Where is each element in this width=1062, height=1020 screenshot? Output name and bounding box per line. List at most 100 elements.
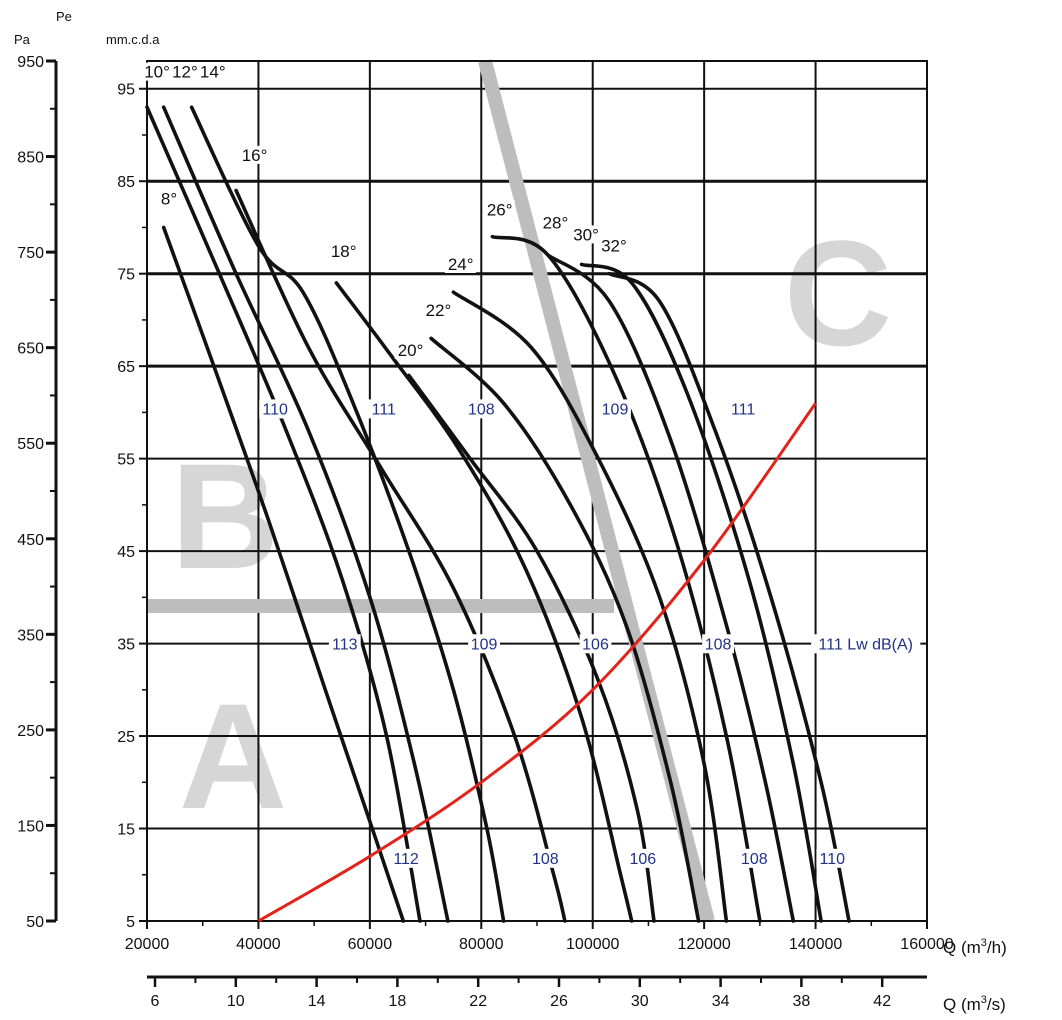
x-axis-title-m3s-sup: 3 [981, 994, 987, 1006]
lw-label-bg [529, 848, 562, 868]
angle-label: 28° [543, 213, 569, 232]
pa-tick-label: 650 [17, 341, 44, 358]
x-tick-label-m3h: 120000 [677, 936, 730, 953]
lw-label: 108 [705, 636, 732, 653]
region-letter-b: B [171, 432, 279, 600]
lw-label-bg [626, 848, 659, 868]
x-axis-title-m3h-sup: 3 [981, 937, 987, 949]
pa-tick-label: 850 [17, 150, 44, 167]
x-tick-label-m3h: 40000 [236, 936, 281, 953]
x-tick-label-m3s: 6 [151, 993, 160, 1010]
y-tick-label-mm: 45 [117, 544, 135, 561]
angle-label: 18° [331, 242, 357, 261]
angle-label: 32° [601, 236, 627, 255]
pa-tick-label: 950 [17, 54, 44, 71]
lw-label-bg [465, 399, 498, 419]
lw-label-bg [816, 848, 849, 868]
angle-label: 14° [200, 63, 226, 82]
y-tick-label-mm: 55 [117, 452, 135, 469]
y-tick-label-mm: 35 [117, 637, 135, 654]
y-tick-label-mm: 75 [117, 267, 135, 284]
x-axis-title-m3h-suffix: /h) [987, 938, 1007, 957]
y-axis-mm: 5 15 25 35 45 55 65 75 85 95 [117, 82, 147, 931]
angle-label-bg [394, 340, 426, 359]
lw-label: 110 [262, 401, 288, 418]
x-axis-title-m3s-prefix: Q (m [943, 995, 981, 1014]
region-letter-a: A [179, 672, 287, 840]
lw-label-bg [390, 848, 422, 868]
angle-label-bg [327, 242, 359, 261]
angle-label-bg [196, 62, 228, 81]
angle-label: 16° [242, 146, 268, 165]
lw-label-bg [738, 848, 771, 868]
angle-label: 12° [172, 63, 198, 82]
x-axis-m3h: 20000 40000 60000 80000 100000 120000 140000 16… [125, 921, 1007, 957]
lw-label-bg [702, 634, 734, 654]
x-tick-label-m3s: 38 [793, 993, 811, 1010]
angle-label-bg [483, 200, 515, 219]
lw-label: 108 [741, 851, 768, 868]
lw-label-bg [468, 634, 500, 654]
lw-label-bg [367, 399, 400, 419]
lw-label-bg [579, 634, 612, 654]
lw-label-bg [328, 634, 361, 654]
fan-curve-24deg [451, 290, 729, 923]
y-tick-label-mm: 5 [126, 914, 135, 931]
lw-label: 110 [820, 851, 846, 868]
x-tick-label-m3h: 60000 [348, 936, 393, 953]
x-tick-label-m3h: 100000 [566, 936, 619, 953]
region-labels: AB C [171, 209, 892, 840]
lw-label: 106 [582, 636, 609, 653]
y-tick-label-mm: 65 [117, 359, 135, 376]
lw-label: 111 Lw dB(A) [818, 636, 913, 653]
lw-label-bg [727, 399, 760, 419]
x-tick-label-m3s: 34 [712, 993, 730, 1010]
angle-label-bg [598, 236, 630, 255]
lw-label: 108 [468, 401, 495, 418]
fan-curve-18deg [334, 281, 634, 923]
lw-label-bg [811, 634, 921, 654]
lw-labels: 110 111 108 109 111 113 109 106 108 111 Lw dB(A) 1… [259, 399, 921, 868]
pa-tick-label: 750 [17, 245, 44, 262]
lw-label: 106 [630, 851, 657, 868]
pa-tick-label: 250 [17, 723, 44, 740]
lw-label: 109 [471, 636, 498, 653]
fan-curve-30deg [579, 262, 823, 923]
angle-label-bg [422, 301, 454, 320]
x-axis-title-m3s: Q (m3/s) [943, 994, 1006, 1014]
y-axis-pa: 50 150 250 350 450 550 650 750 850 950 [17, 54, 58, 931]
lw-label: 111 [372, 401, 396, 418]
angle-label: 26° [487, 200, 513, 219]
x-tick-label-m3s: 26 [550, 993, 568, 1010]
x-tick-label-m3h: 80000 [459, 936, 504, 953]
lw-label: 109 [602, 401, 629, 418]
angle-labels: 8° 10° 12° 14° 16° 18° 20° 22° 24° 26° 28°30°32° [141, 62, 630, 360]
lw-label: 111 [731, 401, 755, 418]
angle-label-bg [169, 62, 201, 81]
pa-tick-label: 150 [17, 818, 44, 835]
pa-tick-label: 50 [26, 914, 44, 931]
angle-label: 20° [398, 341, 424, 360]
x-tick-label-m3h: 140000 [789, 936, 842, 953]
y-tick-label-mm: 85 [117, 174, 135, 191]
angle-label: 24° [448, 255, 474, 274]
unit-pa-label: Pa [14, 32, 31, 47]
x-axis-m3s: 6 10 14 18 22 26 30 34 38 42 Q (m3/s) [147, 975, 1006, 1014]
fan-curve-14deg [189, 105, 506, 923]
fan-curve-20deg [407, 373, 656, 923]
x-tick-label-m3s: 30 [631, 993, 649, 1010]
x-tick-label-m3s: 42 [873, 993, 891, 1010]
y-tick-label-mm: 95 [117, 82, 135, 99]
pa-tick-label: 550 [17, 436, 44, 453]
x-axis-title-m3s-suffix: /s) [987, 995, 1006, 1014]
angle-label: 8° [161, 189, 177, 208]
lw-label-bg [599, 399, 631, 419]
x-tick-label-m3s: 18 [389, 993, 407, 1010]
fan-curve-22deg [429, 336, 701, 923]
angle-label-bg [238, 145, 270, 164]
angle-label-bg [141, 62, 173, 81]
x-axis-title-m3h: Q (m3/h) [943, 937, 1007, 957]
angle-label-bg [444, 254, 476, 273]
region-letter-c: C [784, 209, 892, 377]
fan-curve-32deg [607, 271, 851, 923]
